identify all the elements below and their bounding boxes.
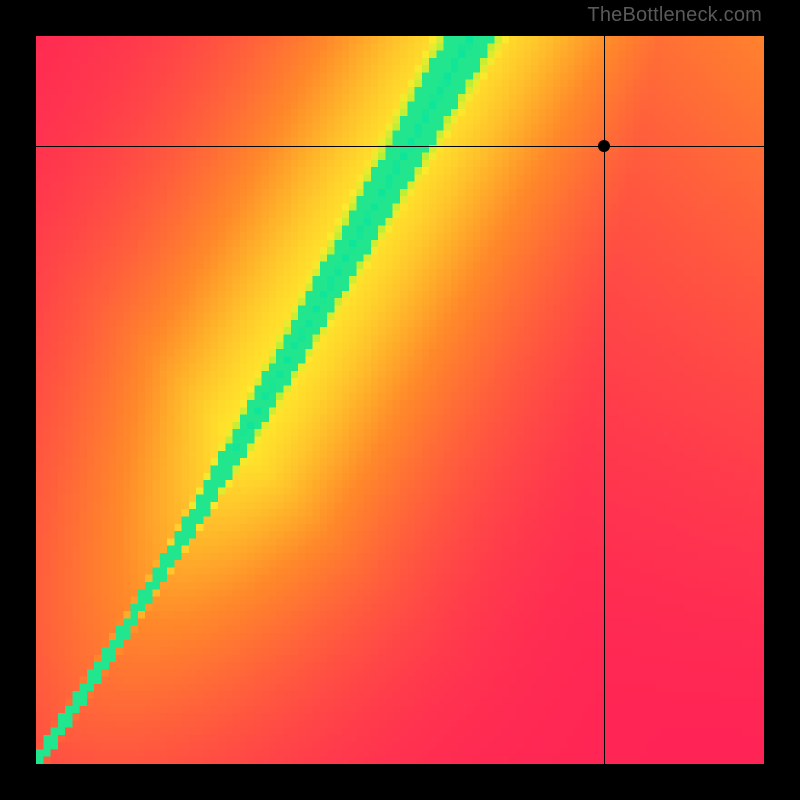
crosshair-horizontal [36,146,764,147]
watermark-text: TheBottleneck.com [587,4,762,27]
plot-area [36,36,764,764]
crosshair-marker[interactable] [598,140,610,152]
